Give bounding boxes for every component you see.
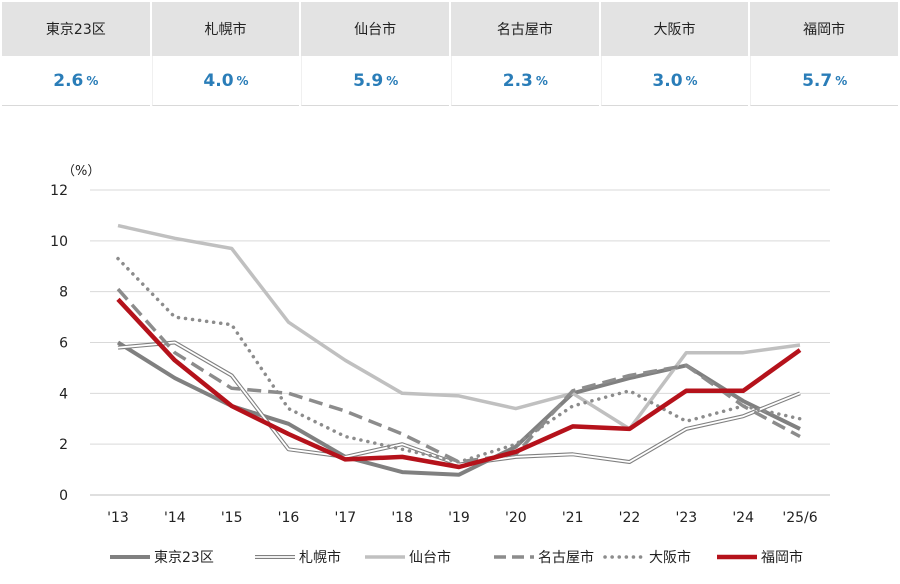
y-tick-label: 6 xyxy=(59,336,68,352)
series-group xyxy=(117,223,801,431)
series-line xyxy=(117,340,801,467)
x-tick-label: '20 xyxy=(505,510,527,526)
series-group xyxy=(116,297,802,470)
vacancy-rate-line-chart: 0 2 4 6 8 10 12 （%） '13 '14 '15 '16 '17 '18 '19 '20 '2… xyxy=(0,150,900,580)
summary-col-osaka: 大阪市 3.0% xyxy=(600,2,749,106)
legend-label: 東京23区 xyxy=(154,550,214,566)
y-tick-label: 10 xyxy=(50,234,68,250)
legend-label: 名古屋市 xyxy=(538,549,594,566)
series-line xyxy=(116,287,801,464)
legend-label: 札幌市 xyxy=(299,549,341,566)
rate-unit: % xyxy=(386,73,399,88)
summary-col-nagoya: 名古屋市 2.3% xyxy=(451,2,599,106)
x-tick-label: '18 xyxy=(391,510,413,526)
series-line xyxy=(116,256,802,464)
series-group xyxy=(116,287,801,464)
series-line xyxy=(117,341,801,466)
rate-value: 2.3 xyxy=(502,70,533,91)
rate-unit: % xyxy=(835,73,848,88)
x-tick-label: '15 xyxy=(221,510,243,526)
city-name: 名古屋市 xyxy=(451,2,599,56)
series-line xyxy=(116,340,801,477)
series-lines xyxy=(116,223,802,477)
rate-unit: % xyxy=(86,73,99,88)
x-tick-label: '14 xyxy=(164,510,186,526)
legend-item: 仙台市 xyxy=(365,549,451,566)
city-vacancy-rate: 5.9% xyxy=(301,56,449,106)
y-tick-label: 0 xyxy=(59,488,68,504)
summary-col-fukuoka: 福岡市 5.7% xyxy=(750,2,898,106)
city-name: 仙台市 xyxy=(301,2,449,56)
y-axis-unit-label: （%） xyxy=(62,164,100,179)
series-group xyxy=(116,256,802,464)
legend-item: 東京23区 xyxy=(110,550,214,566)
city-vacancy-rate: 2.6% xyxy=(2,56,150,106)
legend-label: 仙台市 xyxy=(409,549,451,566)
rate-unit: % xyxy=(236,73,249,88)
legend-label: 福岡市 xyxy=(761,549,803,566)
city-name: 札幌市 xyxy=(151,2,300,56)
x-tick-label: '22 xyxy=(619,510,641,526)
summary-col-sendai: 仙台市 5.9% xyxy=(301,2,449,106)
city-name: 福岡市 xyxy=(750,2,898,56)
x-axis-ticks: '13 '14 '15 '16 '17 '18 '19 '20 '21 '22 '23 '24 '25/… xyxy=(107,510,818,526)
x-tick-label: '19 xyxy=(448,510,470,526)
city-vacancy-rate: 4.0% xyxy=(151,56,300,106)
legend-item: 大阪市 xyxy=(603,549,691,566)
legend-item: 名古屋市 xyxy=(494,549,594,566)
y-tick-label: 2 xyxy=(59,437,68,453)
series-line xyxy=(117,223,801,431)
x-tick-label: '17 xyxy=(334,510,356,526)
series-line xyxy=(116,297,802,470)
city-name: 大阪市 xyxy=(600,2,749,56)
x-tick-label: '13 xyxy=(107,510,129,526)
chart-svg: 0 2 4 6 8 10 12 （%） '13 '14 '15 '16 '17 '18 '19 '20 '2… xyxy=(50,164,830,566)
summary-col-sapporo: 札幌市 4.0% xyxy=(151,2,300,106)
legend-label: 大阪市 xyxy=(649,549,691,566)
city-name: 東京23区 xyxy=(2,2,150,56)
summary-table: 東京23区 2.6% 札幌市 4.0% 仙台市 5.9% 名古屋市 2.3% 大… xyxy=(2,2,898,106)
x-tick-label: '24 xyxy=(732,510,754,526)
city-vacancy-rate: 5.7% xyxy=(750,56,898,106)
rate-unit: % xyxy=(535,73,548,88)
y-axis-ticks: 0 2 4 6 8 10 12 xyxy=(50,183,68,504)
x-tick-label: '16 xyxy=(278,510,300,526)
grid-lines xyxy=(90,189,830,496)
series-group xyxy=(116,340,801,477)
legend-item: 札幌市 xyxy=(255,549,341,566)
x-tick-label: '21 xyxy=(562,510,584,526)
rate-value: 2.6 xyxy=(53,70,84,91)
rate-value: 5.9 xyxy=(353,70,384,91)
city-vacancy-rate: 2.3% xyxy=(451,56,599,106)
x-tick-label: '23 xyxy=(675,510,697,526)
y-tick-label: 8 xyxy=(59,285,68,301)
rate-value: 5.7 xyxy=(802,70,833,91)
rate-value: 4.0 xyxy=(203,70,234,91)
summary-col-tokyo: 東京23区 2.6% xyxy=(2,2,150,106)
y-tick-label: 12 xyxy=(50,183,68,199)
rate-unit: % xyxy=(685,73,698,88)
legend-item: 福岡市 xyxy=(717,549,803,566)
series-group xyxy=(117,340,801,467)
rate-value: 3.0 xyxy=(652,70,683,91)
y-tick-label: 4 xyxy=(59,386,68,402)
chart-legend: 東京23区 札幌市 仙台市 名古屋市 大阪市 福岡市 xyxy=(110,549,803,566)
x-tick-label: '25/6 xyxy=(782,510,817,526)
city-vacancy-rate: 3.0% xyxy=(600,56,749,106)
